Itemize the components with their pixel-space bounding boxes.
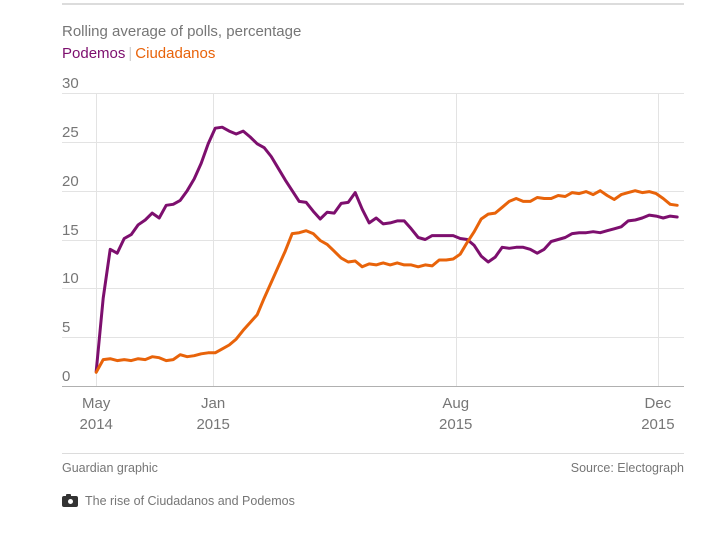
page-title: Rolling average of polls, percentage bbox=[62, 23, 302, 40]
x-axis-labels: May 2014 Jan 2015 Aug 2015 Dec 2015 bbox=[62, 393, 684, 437]
y-gridline bbox=[62, 190, 684, 192]
y-gridline bbox=[62, 337, 684, 339]
x-gridline bbox=[455, 93, 457, 386]
y-tick-label: 20 bbox=[62, 172, 79, 190]
y-gridline bbox=[62, 288, 684, 290]
caption-bar: The rise of Ciudadanos and Podemos bbox=[62, 493, 684, 508]
y-gridline bbox=[62, 141, 684, 143]
guardian-credit: Guardian graphic bbox=[62, 461, 158, 475]
y-tick-label: 25 bbox=[62, 123, 79, 141]
y-tick-label: 5 bbox=[62, 319, 71, 337]
x-tick-label: May 2014 bbox=[79, 395, 113, 433]
footer-row: Guardian graphic Source: Electograph bbox=[62, 461, 684, 475]
series-line-ciudadanos bbox=[94, 189, 679, 374]
y-tick-label: 15 bbox=[62, 221, 79, 239]
y-tick-label: 10 bbox=[62, 270, 79, 288]
x-tick-label: Jan 2015 bbox=[196, 395, 230, 433]
legend-separator: | bbox=[128, 45, 133, 62]
x-tick-label: Dec 2015 bbox=[641, 395, 675, 433]
legend-item-ciudadanos: Ciudadanos bbox=[135, 45, 216, 62]
x-tick-label: Aug 2015 bbox=[439, 395, 473, 433]
footer-divider bbox=[62, 453, 684, 454]
line-chart: 30 25 20 15 10 5 0 bbox=[62, 75, 684, 387]
top-divider bbox=[62, 3, 684, 5]
y-gridline bbox=[62, 239, 684, 241]
legend: Podemos | Ciudadanos bbox=[62, 45, 684, 63]
source-credit: Source: Electograph bbox=[570, 461, 684, 475]
caption-text: The rise of Ciudadanos and Podemos bbox=[85, 494, 295, 508]
x-gridline bbox=[96, 93, 98, 386]
x-axis-line bbox=[62, 386, 684, 387]
legend-item-podemos: Podemos bbox=[62, 45, 126, 62]
y-tick-label: 30 bbox=[62, 75, 79, 92]
camera-icon bbox=[62, 493, 78, 507]
y-gridline bbox=[62, 93, 684, 94]
graphic-container: Rolling average of polls, percentage Pod… bbox=[62, 3, 684, 508]
y-tick-label: 0 bbox=[62, 368, 71, 385]
x-gridline bbox=[213, 93, 215, 386]
x-gridline bbox=[657, 93, 659, 386]
series-layer bbox=[94, 125, 679, 374]
series-line-podemos bbox=[94, 125, 679, 373]
